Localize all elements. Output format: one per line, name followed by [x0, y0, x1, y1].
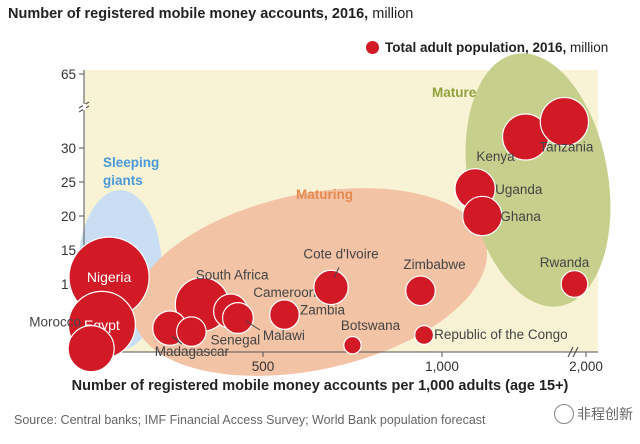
point-label-republic-of-the-congo: Republic of the Congo: [434, 327, 568, 342]
point-label-madagascar: Madagascar: [155, 344, 230, 359]
leader-cote-d-ivoire: [333, 267, 340, 278]
point-label-nigeria: Nigeria: [87, 269, 132, 285]
x-tick-label: 1,000: [425, 359, 459, 374]
y-tick-label: 15: [61, 243, 76, 258]
leader-madagascar: [171, 335, 183, 345]
watermark: 非程创新: [554, 404, 633, 424]
y-tick-label: 25: [61, 175, 76, 190]
point-senegal: [176, 316, 207, 347]
point-label-kenya: Kenya: [476, 149, 515, 164]
wechat-icon: [554, 404, 574, 424]
point-label-zambia: Zambia: [300, 303, 346, 318]
point-label-senegal: Senegal: [211, 333, 261, 348]
point-zambia: [269, 299, 300, 330]
point-label-uganda: Uganda: [495, 182, 543, 197]
point-tanzania: [539, 96, 590, 147]
region-maturing: [132, 188, 488, 376]
legend: Total adult population, 2016, million: [366, 40, 608, 55]
point-ghana: [462, 195, 503, 237]
point-label-tanzania: Tanzania: [539, 140, 594, 155]
y-axis-break-gap: [83, 104, 86, 110]
point-cote-d-ivoire: [313, 269, 349, 306]
leader-malawi: [245, 320, 261, 331]
point-label-cote-d-ivoire: Cote d'Ivoire: [303, 246, 378, 261]
point-label-ghana: Ghana: [500, 209, 541, 224]
point-zimbabwe: [405, 275, 436, 307]
legend-label: Total adult population, 2016,: [385, 40, 567, 55]
x-tick-label: 2,000: [569, 359, 603, 374]
group-label-sleeping: Sleeping: [103, 155, 159, 170]
point-botswana: [343, 335, 362, 355]
point-label-morocco: Morocco: [29, 315, 81, 330]
point-republic-of-the-congo: [414, 325, 435, 345]
y-tick-label: 30: [61, 141, 76, 156]
group-label-maturing: Maturing: [296, 187, 353, 202]
chart-title: Number of registered mobile money accoun…: [8, 6, 414, 22]
point-label-rwanda: Rwanda: [540, 255, 590, 270]
source-note: Source: Central banks; IMF Financial Acc…: [14, 413, 486, 427]
point-morocco: [67, 325, 115, 373]
point-label-south-africa: South Africa: [196, 267, 269, 282]
group-label-mature: Mature: [432, 85, 477, 100]
x-axis-label: Number of registered mobile money accoun…: [71, 378, 569, 394]
point-rwanda: [560, 270, 589, 298]
x-axis-break: [567, 346, 579, 358]
y-tick-label: 65: [61, 67, 76, 82]
legend-unit: million: [570, 40, 609, 55]
point-label-malawi: Malawi: [263, 328, 305, 343]
x-tick-label: 500: [252, 359, 275, 374]
point-label-cameroon: Cameroon: [253, 285, 316, 300]
group-label-giants: giants: [103, 173, 143, 188]
legend-dot-icon: [366, 41, 379, 54]
point-label-botswana: Botswana: [341, 318, 401, 333]
point-label-zimbabwe: Zimbabwe: [403, 257, 465, 272]
y-tick-label: 20: [61, 209, 76, 224]
point-malawi: [221, 302, 254, 335]
